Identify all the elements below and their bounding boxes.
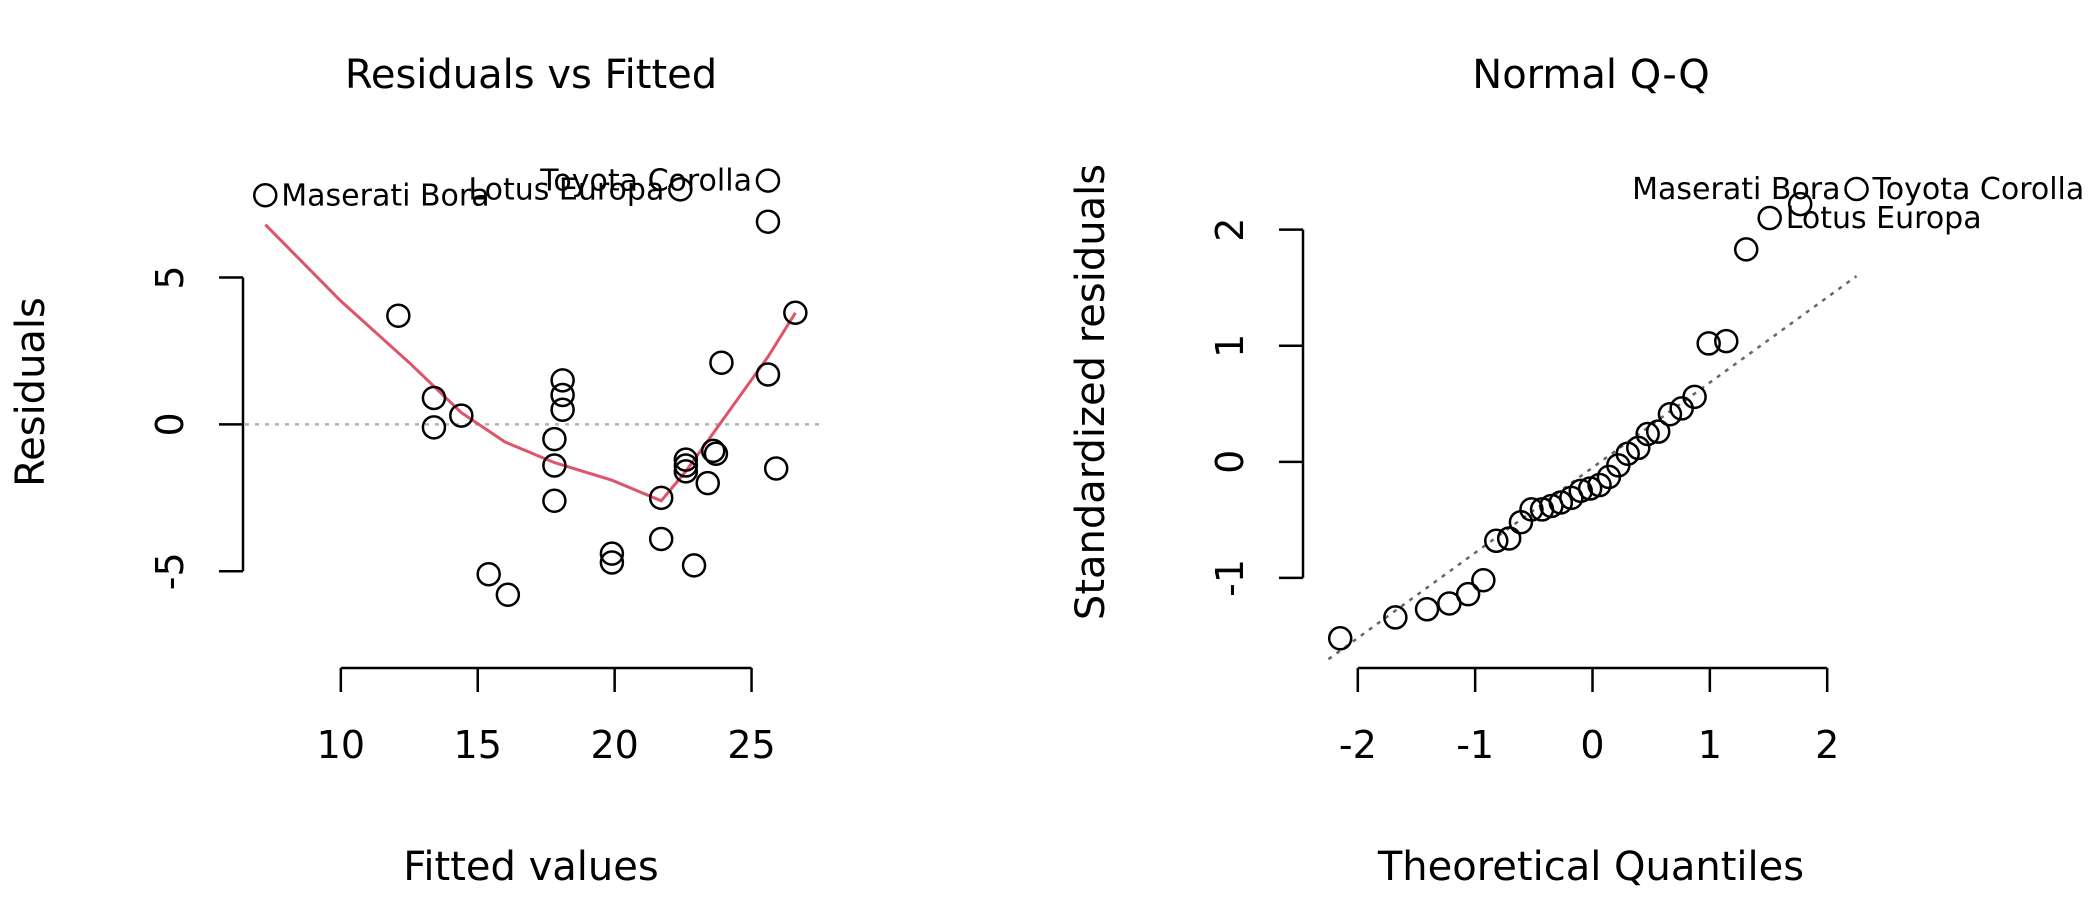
data-point bbox=[755, 209, 781, 234]
data-point bbox=[421, 415, 447, 440]
x-tick-label: -2 bbox=[1339, 723, 1377, 767]
data-point bbox=[1696, 331, 1721, 356]
data-point bbox=[421, 385, 447, 411]
data-point bbox=[253, 183, 278, 208]
data-point bbox=[1383, 605, 1408, 630]
data-point bbox=[542, 488, 567, 513]
data-point bbox=[1414, 597, 1440, 622]
data-point bbox=[495, 582, 521, 607]
x-tick-label: 25 bbox=[727, 723, 775, 767]
point-annotation: Maserati Bora bbox=[281, 178, 489, 213]
point-annotation: Toyota Corolla bbox=[1872, 172, 2085, 207]
x-tick-label: 2 bbox=[1815, 723, 1839, 767]
data-point bbox=[673, 447, 699, 472]
data-point bbox=[550, 382, 575, 408]
data-point bbox=[1844, 176, 1869, 202]
residuals-vs-fitted-panel: Residuals vs Fitted Fitted values Residu… bbox=[8, 52, 820, 890]
data-point bbox=[1484, 528, 1509, 554]
data-point bbox=[599, 550, 625, 575]
data-point bbox=[1787, 191, 1813, 217]
data-point bbox=[1496, 526, 1522, 551]
data-point bbox=[763, 456, 789, 481]
y-tick-label: 0 bbox=[148, 412, 192, 436]
data-point bbox=[673, 453, 699, 478]
data-point bbox=[1568, 478, 1594, 504]
y-axis-label: Residuals bbox=[8, 297, 54, 487]
x-tick-label: 15 bbox=[454, 723, 502, 767]
chart-title: Residuals vs Fitted bbox=[345, 52, 717, 98]
x-tick-label: -1 bbox=[1456, 723, 1494, 767]
data-point bbox=[1645, 419, 1671, 444]
chart-title: Normal Q-Q bbox=[1472, 52, 1709, 98]
data-point bbox=[542, 426, 567, 452]
data-point bbox=[668, 177, 693, 202]
data-point bbox=[681, 553, 707, 578]
data-point bbox=[648, 526, 674, 552]
data-point bbox=[542, 453, 567, 478]
data-point bbox=[1733, 237, 1759, 262]
data-point bbox=[700, 438, 726, 464]
point-annotation: Toyota Corolla bbox=[539, 164, 752, 199]
data-point bbox=[550, 397, 575, 422]
smooth-line bbox=[264, 223, 797, 503]
x-tick-label: 1 bbox=[1698, 723, 1722, 767]
x-axis-label: Fitted values bbox=[403, 844, 658, 890]
data-point bbox=[476, 561, 501, 587]
normal-qq-panel: Normal Q-Q Theoretical Quantiles Standar… bbox=[1068, 52, 2084, 890]
data-point bbox=[673, 459, 699, 484]
y-tick-label: 2 bbox=[1208, 218, 1252, 242]
reference-line bbox=[1327, 275, 1858, 661]
y-tick-label: 5 bbox=[148, 265, 192, 289]
x-tick-label: 0 bbox=[1580, 723, 1604, 767]
data-point bbox=[1714, 328, 1739, 354]
data-point bbox=[1548, 490, 1574, 515]
x-tick-label: 10 bbox=[317, 723, 365, 767]
data-point bbox=[449, 403, 474, 428]
data-point bbox=[755, 168, 781, 193]
data-point bbox=[599, 541, 625, 566]
data-point bbox=[648, 485, 674, 511]
data-point bbox=[709, 350, 734, 375]
y-tick-label: 1 bbox=[1208, 334, 1252, 358]
data-point bbox=[1471, 568, 1496, 593]
data-point bbox=[1682, 384, 1707, 410]
point-annotation: Lotus Europa bbox=[468, 172, 664, 207]
data-point bbox=[783, 300, 808, 325]
data-point bbox=[1657, 401, 1683, 427]
y-axis-label: Standardized residuals bbox=[1068, 164, 1114, 620]
data-point bbox=[386, 303, 411, 328]
data-point bbox=[695, 470, 720, 496]
point-annotation: Maserati Bora bbox=[1632, 172, 1840, 207]
y-tick-label: -1 bbox=[1208, 559, 1252, 597]
x-tick-label: 20 bbox=[590, 723, 638, 767]
data-point bbox=[755, 362, 781, 387]
data-point bbox=[1455, 581, 1481, 607]
data-point bbox=[1327, 626, 1353, 651]
data-point bbox=[1757, 205, 1782, 231]
point-annotation: Lotus Europa bbox=[1786, 201, 1982, 236]
x-axis-label: Theoretical Quantiles bbox=[1377, 844, 1804, 890]
data-point bbox=[550, 368, 575, 393]
data-point bbox=[1635, 421, 1660, 447]
y-tick-label: -5 bbox=[148, 552, 192, 590]
y-tick-label: 0 bbox=[1208, 450, 1252, 474]
data-point bbox=[703, 441, 729, 466]
data-point bbox=[1519, 497, 1544, 522]
